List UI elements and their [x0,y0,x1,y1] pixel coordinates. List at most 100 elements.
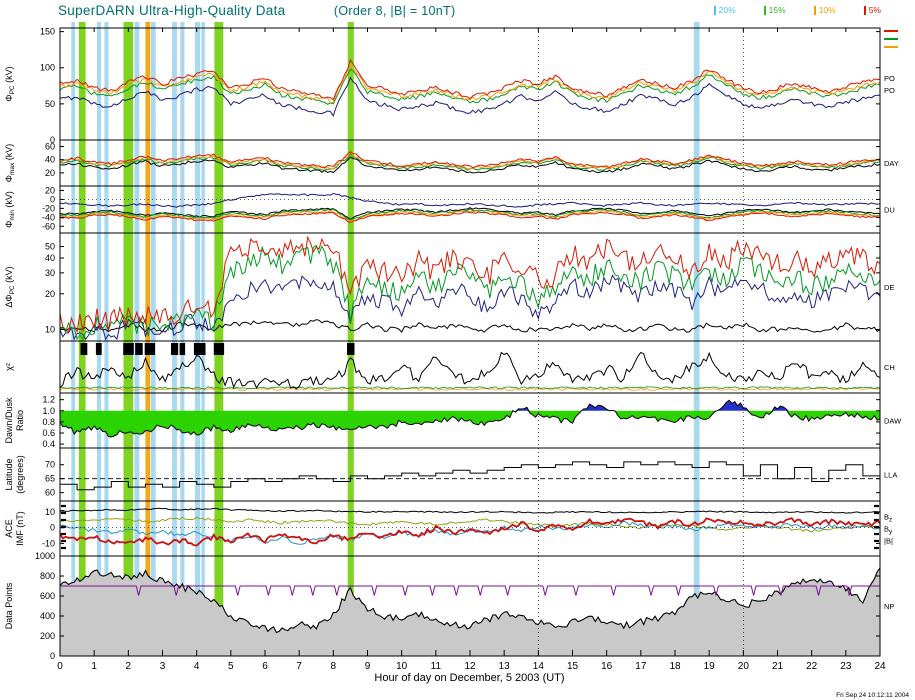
xtick-label: 20 [738,661,750,672]
right-label-data-points: NP [884,602,894,611]
legend-item: 5% [863,5,881,15]
ytick-label: 40 [45,155,55,165]
ytick-label: 70 [45,460,55,470]
ylabel-phi-min: Φmin (kV) [4,191,16,228]
xtick-label: 21 [772,661,784,672]
ytick-label: -20 [42,203,55,213]
legend-label: 5% [868,5,881,15]
title-bar: SuperDARN Ultra-High-Quality Data (Order… [58,2,455,20]
panel-data-points [60,567,880,656]
ytick-label: 150 [40,27,55,37]
right-label-dawn-dusk-ratio: DAW [884,417,902,426]
xtick-label: 10 [396,661,408,672]
event-bands [71,22,898,656]
ytick-label: 600 [40,591,55,601]
panel-latitude [60,461,880,491]
legend-item: 15% [763,5,786,15]
xtick-label: 12 [464,661,476,672]
xtick-label: 6 [262,661,268,672]
xtick-label: 5 [228,661,234,672]
ytick-label: 1.2 [42,395,55,405]
ylabel-ace-imf: IMF (nT) [15,511,25,546]
xtick-label: 1 [91,661,97,672]
ytick-label: 1000 [35,551,55,561]
right-label-chi-squared: CH [884,363,895,372]
right-label-phi-pc: PO [884,86,895,95]
legend-tick-icon [713,5,716,15]
legend-tick-icon [763,5,766,15]
ylabel-phi-max: Φmax (kV) [4,144,16,182]
ytick-label: 60 [45,488,55,498]
xtick-label: 13 [499,661,511,672]
percent-legend: 20% 15% 10% 5% [713,5,881,15]
ytick-label: 0 [50,651,55,661]
right-label-phi-min: DU [884,206,895,215]
panel-dawn-dusk-ratio [60,399,880,438]
xtick-label: 11 [431,661,442,672]
x-axis-label: Hour of day on December, 5 2003 (UT) [374,672,565,684]
ytick-label: 0.4 [42,439,55,449]
ytick-label: 30 [45,268,55,278]
legend-item: 10% [813,5,836,15]
ytick-label: 10 [45,324,55,334]
render-timestamp: Fri Sep 24 10:12:11 2004 [836,692,909,699]
xtick-label: 19 [704,661,716,672]
legend-label: 10% [818,5,836,15]
ytick-label: -40 [42,212,55,222]
legend-tick-icon [813,5,816,15]
ytick-label: 40 [45,253,55,263]
panel-phi-pc [60,58,880,117]
xtick-label: 16 [601,661,613,672]
xtick-label: 18 [669,661,681,672]
ytick-label: 0 [50,194,55,204]
ytick-label: 0.6 [42,428,55,438]
xtick-label: 22 [806,661,818,672]
ytick-label: 0.8 [42,417,55,427]
ylabel-data-points: Data Points [4,582,14,629]
xtick-label: 17 [635,661,647,672]
legend-tick-icon [863,5,866,15]
xtick-label: 15 [567,661,579,672]
ytick-label: 0 [50,135,55,145]
ytick-label: 50 [45,99,55,109]
ytick-label: 400 [40,611,55,621]
xtick-label: 0 [57,661,63,672]
ytick-label: 50 [45,242,55,252]
legend-item: 20% [713,5,736,15]
ytick-label: 200 [40,631,55,641]
ytick-label: 100 [40,63,55,73]
ylabel-delta-phi-pc: ΔΦPC (kV) [4,266,16,307]
ytick-label: 20 [45,289,55,299]
right-label-latitude: LLA [884,471,897,480]
panel-ace-imf [60,507,880,547]
ylabel-dawn-dusk-ratio: Dawn/Dusk [4,397,14,444]
xtick-label: 2 [126,661,132,672]
ytick-label: 800 [40,571,55,581]
ytick-label: 20 [45,185,55,195]
xtick-label: 23 [840,661,852,672]
right-label-ace-imf: By [884,525,893,536]
ytick-label: 10 [45,507,55,517]
right-label-phi-pc: PO [884,74,895,83]
xtick-label: 8 [331,661,337,672]
ylabel-latitude: (degrees) [15,455,25,494]
xtick-label: 24 [874,661,886,672]
right-label-delta-phi-pc: DE [884,283,894,292]
xtick-label: 7 [296,661,302,672]
ylabel-latitude: Latitude [4,458,14,490]
ytick-label: 1.0 [42,406,55,416]
xtick-label: 9 [365,661,371,672]
right-label-ace-imf: Bz [884,513,892,524]
xtick-label: 4 [194,661,200,672]
xtick-label: 3 [160,661,166,672]
ytick-label: 60 [45,142,55,152]
ytick-label: -60 [42,221,55,231]
ylabel-dawn-dusk-ratio: Ratio [15,410,25,431]
right-label-ace-imf: |B| [884,537,893,546]
ytick-label: -10 [42,538,55,548]
ytick-label: 20 [45,168,55,178]
ylabel-ace-imf: ACE [4,519,14,538]
legend-label: 15% [768,5,786,15]
